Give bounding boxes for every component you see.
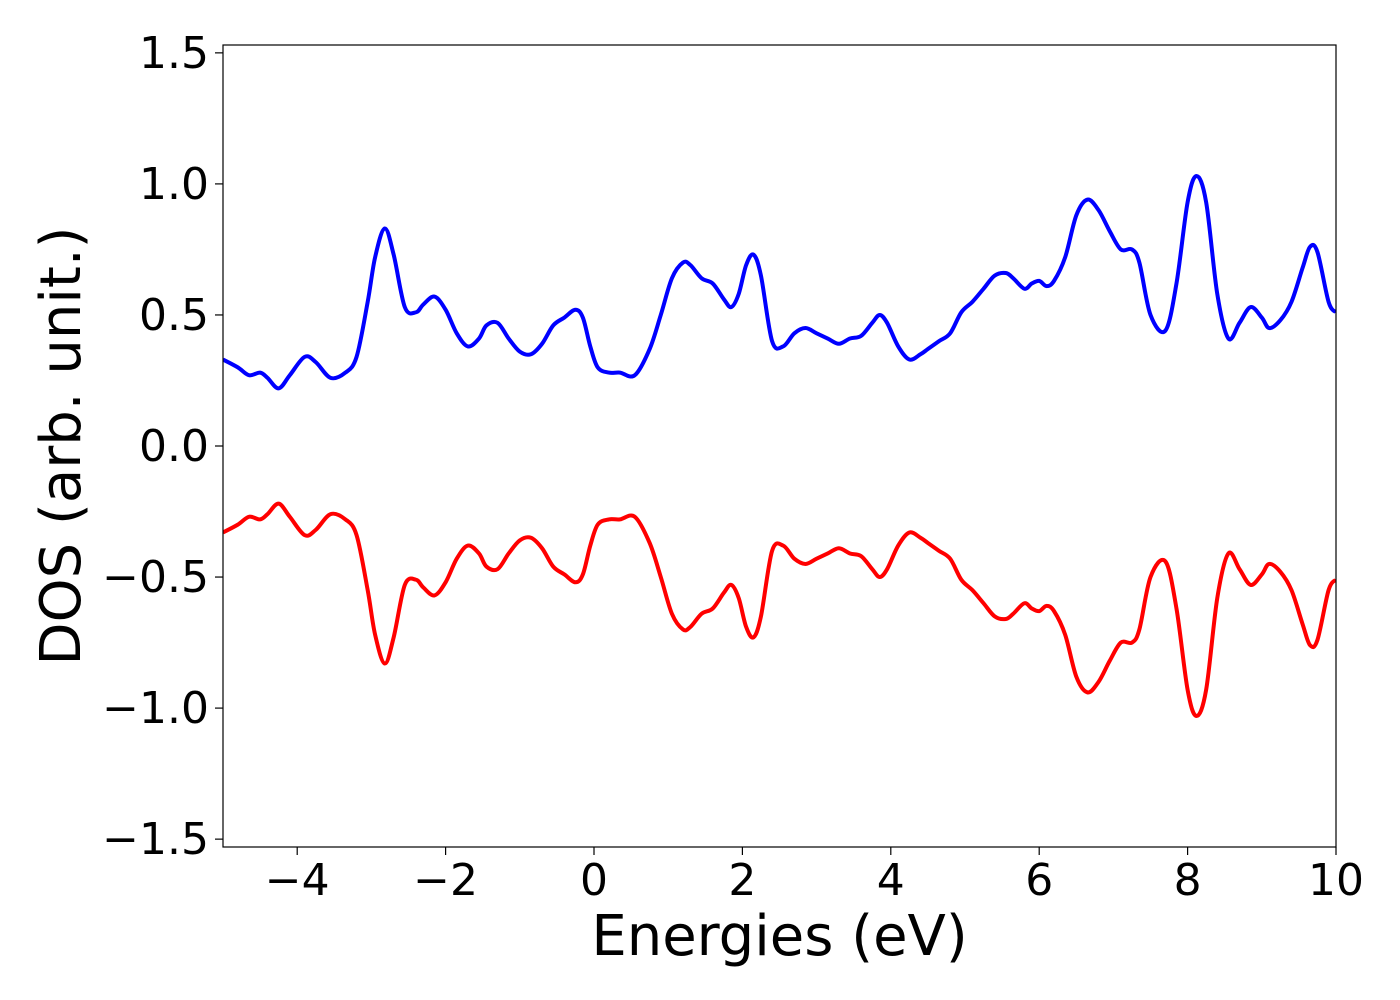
x-tick-label: 4 (877, 855, 905, 906)
x-tick-label: −2 (413, 855, 478, 906)
y-axis: 1.5 1.0 0.5 0.0 −0.5 −1.0 −1.5 (102, 28, 223, 865)
series-layer (223, 174, 1336, 718)
y-tick-label: 1.0 (139, 159, 209, 210)
x-tick-label: 2 (728, 855, 756, 906)
x-axis-label: Energies (eV) (591, 904, 967, 969)
x-tick-label: −4 (265, 855, 330, 906)
y-axis-label: DOS (arb. unit.) (29, 226, 94, 665)
x-tick-label: 10 (1308, 855, 1364, 906)
x-axis: −4 −2 0 2 4 6 8 10 (265, 847, 1364, 906)
y-tick-label: −0.5 (102, 552, 209, 603)
x-tick-label: 8 (1174, 855, 1202, 906)
y-tick-label: 0.0 (139, 421, 209, 472)
y-tick-label: 1.5 (139, 28, 209, 79)
y-tick-label: −1.0 (102, 683, 209, 734)
dos-series-positive-line (223, 174, 1336, 391)
y-tick-label: 0.5 (139, 290, 209, 341)
x-tick-label: 6 (1025, 855, 1053, 906)
plot-frame (222, 44, 1337, 848)
y-tick-label: −1.5 (102, 814, 209, 865)
dos-series-negative-line (223, 501, 1336, 718)
x-tick-label: 0 (580, 855, 608, 906)
